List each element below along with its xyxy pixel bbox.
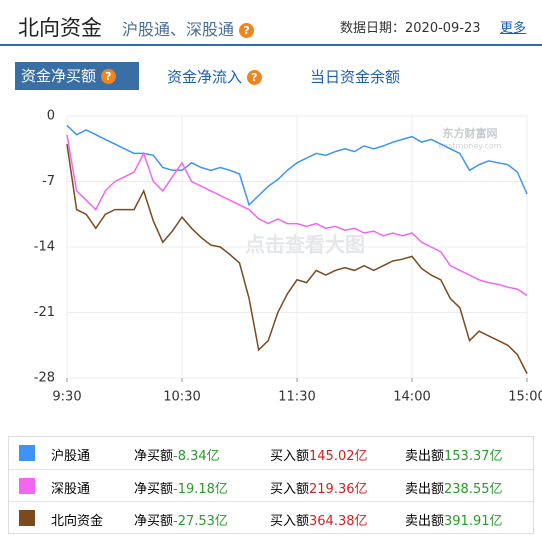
cell: 买入额145.02亿 [270,445,368,464]
tab-label: 资金净买额 [21,67,97,85]
cell-value: 364.38亿 [309,514,368,529]
more-link[interactable]: 更多 [500,21,527,36]
cell-label: 净买额 [134,514,174,529]
legend-name[interactable]: 北向资金 [51,514,104,529]
subtitle: 沪股通、深股通 ? [122,16,255,40]
y-tick-label: -28 [34,371,55,386]
cell-label: 卖出额 [405,449,445,464]
cell-label: 买入额 [270,449,310,464]
legend-row: 沪股通 净买额-8.34亿 买入额145.02亿 卖出额153.37亿 [9,437,533,468]
help-icon[interactable]: ? [100,69,116,84]
cell: 卖出额391.91亿 [405,510,503,529]
cell-value: -8.34亿 [173,449,220,464]
legend-name[interactable]: 沪股通 [51,449,91,464]
x-tick-label: 9:30 [52,390,81,405]
cell-label: 净买额 [134,449,174,464]
x-tick-label: 11:30 [278,390,315,405]
cell: 买入额219.36亿 [270,478,368,497]
cell-value: -27.53亿 [173,514,228,529]
series-line [66,143,528,374]
cell-label: 卖出额 [405,482,445,497]
date: 数据日期：2020-09-23 [340,21,481,36]
y-tick-label: -7 [42,174,55,189]
cell: 卖出额238.55亿 [405,478,503,497]
page-title: 北向资金 [18,16,102,40]
cell-value: 153.37亿 [444,449,503,464]
cell: 卖出额153.37亿 [405,445,503,464]
watermark: eastmoney.com [438,142,501,151]
legend-swatch[interactable] [19,445,35,461]
cell: 买入额364.38亿 [270,510,368,529]
subtitle-text: 沪股通、深股通 [122,20,235,39]
cell-label: 买入额 [270,482,310,497]
watermark: 点击查看大图 [245,233,365,257]
legend-table: 沪股通 净买额-8.34亿 买入额145.02亿 卖出额153.37亿 深股通 净买额-1… [8,436,534,534]
cell-value: -19.18亿 [173,482,228,497]
tab-label: 资金净流入 [167,68,243,86]
help-icon[interactable]: ? [246,70,262,85]
series-line [66,134,528,297]
y-tick-label: -14 [34,240,55,255]
tab[interactable]: 资金净流入 ? [167,66,262,87]
cell: 净买额-27.53亿 [134,510,228,529]
watermark: 东方财富网 [443,126,498,140]
chart: 东方财富网 eastmoney.com 点击查看大图 0 -7 -14 -21 -28 9… [34,109,542,405]
cell-value: 145.02亿 [309,449,368,464]
y-tick-label: 0 [47,109,55,124]
legend-swatch[interactable] [19,510,35,526]
header-rule [0,44,542,46]
cell: 净买额-19.18亿 [134,478,228,497]
x-tick-label: 14:00 [393,390,430,405]
cell-value: 219.36亿 [309,482,368,497]
tab-active[interactable]: 资金净买额 ? [15,62,139,90]
help-icon[interactable]: ? [239,23,255,38]
y-tick-label: -21 [34,305,55,320]
legend-row: 北向资金 净买额-27.53亿 买入额364.38亿 卖出额391.91亿 [9,501,533,533]
cell-value: 391.91亿 [444,514,503,529]
legend-swatch[interactable] [19,478,35,494]
legend-row: 深股通 净买额-19.18亿 买入额219.36亿 卖出额238.55亿 [9,469,533,501]
legend-name[interactable]: 深股通 [51,482,91,497]
tab[interactable]: 当日资金余额 [310,68,401,86]
cell-label: 买入额 [270,514,310,529]
x-tick-label: 15:00 [508,390,542,405]
x-tick-label: 10:30 [163,390,200,405]
cell-value: 238.55亿 [444,482,503,497]
cell-label: 卖出额 [405,514,445,529]
cell-label: 净买额 [134,482,174,497]
cell: 净买额-8.34亿 [134,445,220,464]
